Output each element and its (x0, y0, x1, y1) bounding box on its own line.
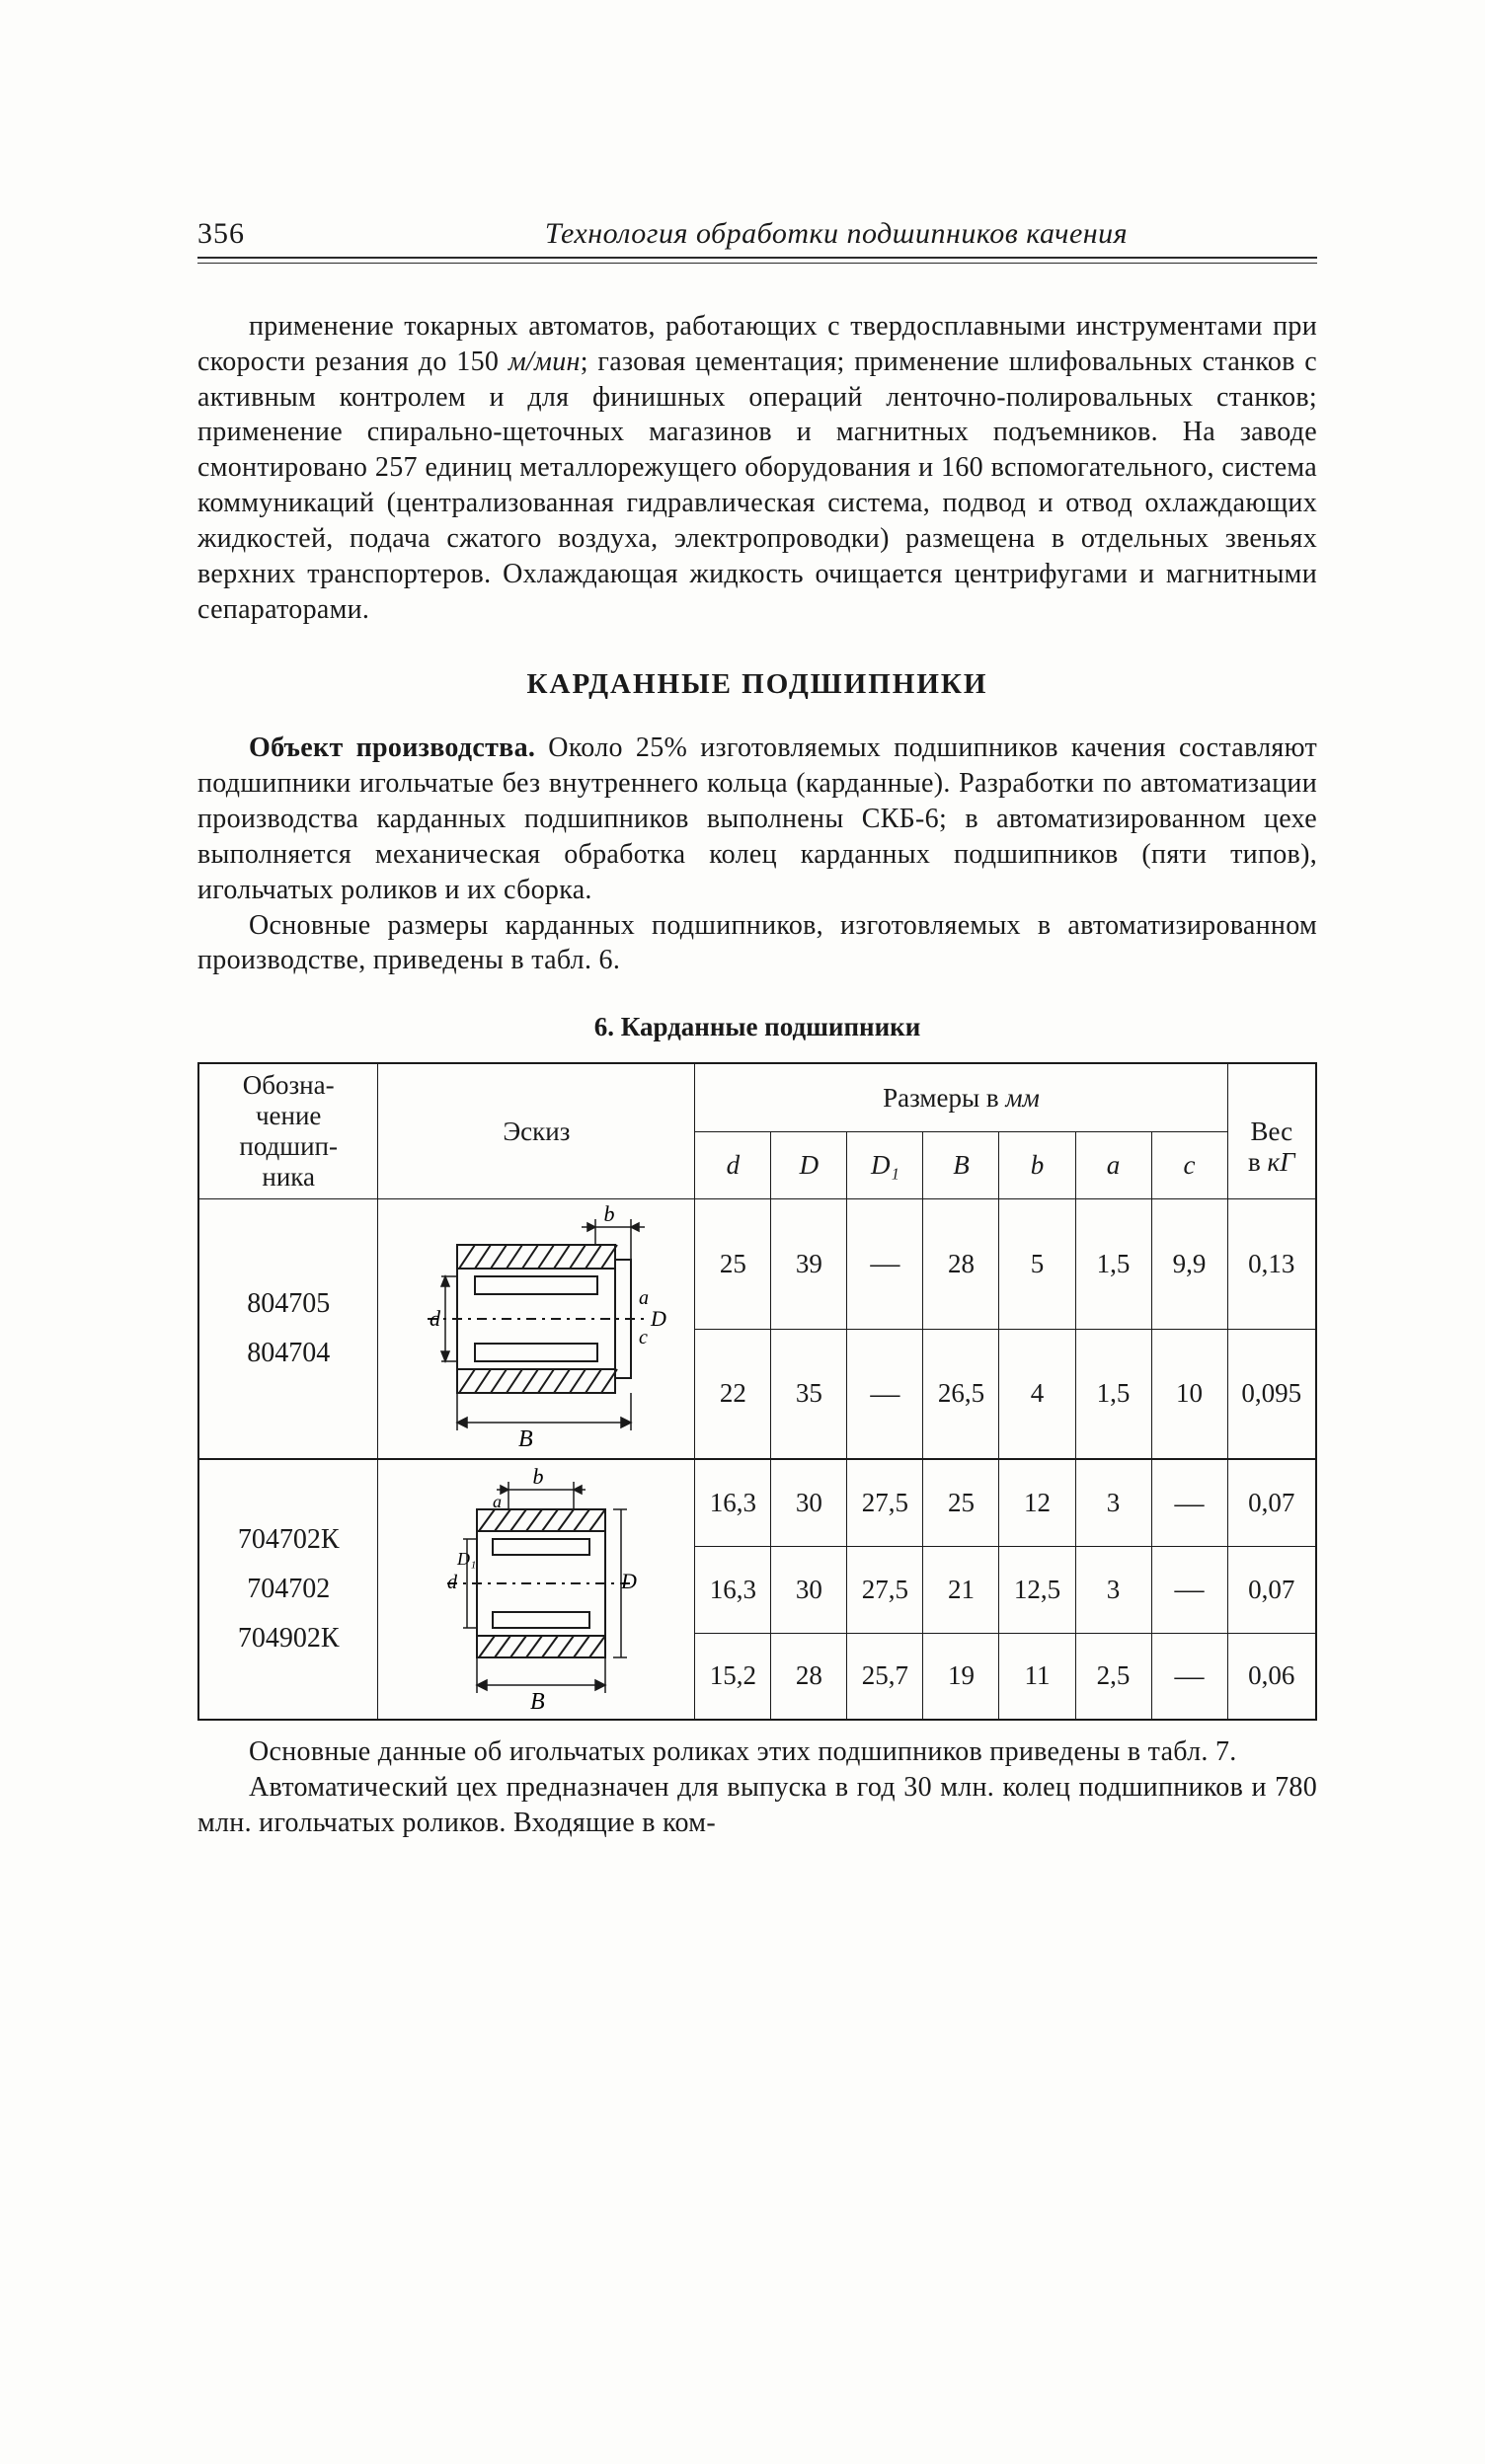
cell-designation: 704702К704702704902К (198, 1459, 378, 1720)
cell-value: 21 (923, 1546, 999, 1633)
cell-value: 16,3 (695, 1546, 771, 1633)
cell-value: 1,5 (1075, 1199, 1151, 1329)
cell-value: 0,13 (1227, 1199, 1316, 1329)
cell-value: 22 (695, 1329, 771, 1459)
th-B: B (923, 1131, 999, 1198)
svg-text:B: B (518, 1426, 533, 1452)
th-a: a (1075, 1131, 1151, 1198)
cell-value: 39 (771, 1199, 847, 1329)
table-caption: 6. Карданные подшипники (197, 1012, 1317, 1042)
table-row: 804705804704 b (198, 1199, 1316, 1329)
cell-sketch: b B d a c D (378, 1199, 695, 1460)
cell-value: 2,5 (1075, 1633, 1151, 1720)
cell-value: 28 (771, 1633, 847, 1720)
cell-value: 0,07 (1227, 1546, 1316, 1633)
th-b: b (999, 1131, 1075, 1198)
th-eskiz: Эскиз (378, 1063, 695, 1199)
cell-value: 5 (999, 1199, 1075, 1329)
cell-value: 16,3 (695, 1459, 771, 1546)
page-number: 356 (197, 217, 296, 251)
cell-value: 27,5 (847, 1546, 923, 1633)
cell-sketch: b a B d D₁ D (378, 1459, 695, 1720)
cell-value: 0,06 (1227, 1633, 1316, 1720)
table-body: 804705804704 b (198, 1199, 1316, 1721)
cell-value: 10 (1151, 1329, 1227, 1459)
cell-value: 27,5 (847, 1459, 923, 1546)
cell-value: 4 (999, 1329, 1075, 1459)
cell-value: — (1151, 1459, 1227, 1546)
cell-value: 25,7 (847, 1633, 923, 1720)
cell-value: 9,9 (1151, 1199, 1227, 1329)
cell-value: 11 (999, 1633, 1075, 1720)
svg-text:b: b (604, 1205, 615, 1226)
page: 356 Технология обработки подшипников кач… (0, 0, 1485, 2464)
running-head: 356 Технология обработки подшипников кач… (197, 217, 1317, 259)
svg-text:D₁: D₁ (456, 1549, 476, 1569)
svg-text:B: B (530, 1689, 545, 1713)
cell-value: — (1151, 1633, 1227, 1720)
cell-designation: 804705804704 (198, 1199, 378, 1460)
cell-value: 0,07 (1227, 1459, 1316, 1546)
running-title: Технология обработки подшипников качения (355, 217, 1317, 251)
cell-value: 19 (923, 1633, 999, 1720)
th-D1: D₁ (847, 1131, 923, 1198)
header-rule (197, 263, 1317, 264)
cell-value: 12 (999, 1459, 1075, 1546)
svg-text:a: a (639, 1287, 649, 1309)
svg-text:d: d (447, 1572, 458, 1593)
cell-value: 28 (923, 1199, 999, 1329)
cell-value: 30 (771, 1459, 847, 1546)
paragraph-2: Объект производства. Около 25% изготовля… (197, 731, 1317, 907)
th-d: d (695, 1131, 771, 1198)
cell-value: 35 (771, 1329, 847, 1459)
th-obozn: Обозна- чение подшип- ника (198, 1063, 378, 1199)
svg-text:c: c (639, 1327, 648, 1348)
cell-value: 3 (1075, 1459, 1151, 1546)
section-title: КАРДАННЫЕ ПОДШИПНИКИ (197, 668, 1317, 701)
cell-value: 15,2 (695, 1633, 771, 1720)
paragraph-4: Основные данные об игольчатых роликах эт… (197, 1734, 1317, 1770)
cell-value: — (847, 1199, 923, 1329)
svg-text:D: D (620, 1569, 637, 1593)
cell-value: — (847, 1329, 923, 1459)
paragraph-5: Автоматический цех предназначен для выпу… (197, 1770, 1317, 1841)
th-c: c (1151, 1131, 1227, 1198)
svg-text:a: a (493, 1492, 502, 1511)
paragraph-1: применение токарных автоматов, работающи… (197, 309, 1317, 627)
svg-text:D: D (650, 1306, 666, 1331)
bearings-table: Обозна- чение подшип- ника Эскиз Размеры… (197, 1062, 1317, 1721)
table-row: 704702К704702704902К b a B d D₁ (198, 1459, 1316, 1546)
cell-value: 25 (695, 1199, 771, 1329)
th-D: D (771, 1131, 847, 1198)
cell-value: 3 (1075, 1546, 1151, 1633)
cell-value: 1,5 (1075, 1329, 1151, 1459)
th-dims: Размеры в мм (695, 1063, 1227, 1131)
cell-value: 12,5 (999, 1546, 1075, 1633)
svg-text:b: b (533, 1466, 544, 1489)
paragraph-3: Основные размеры карданных подшипников, … (197, 908, 1317, 979)
svg-text:d: d (430, 1306, 441, 1331)
cell-value: — (1151, 1546, 1227, 1633)
cell-value: 30 (771, 1546, 847, 1633)
th-ves: Вес в кГ (1227, 1063, 1316, 1199)
cell-value: 26,5 (923, 1329, 999, 1459)
cell-value: 0,095 (1227, 1329, 1316, 1459)
cell-value: 25 (923, 1459, 999, 1546)
